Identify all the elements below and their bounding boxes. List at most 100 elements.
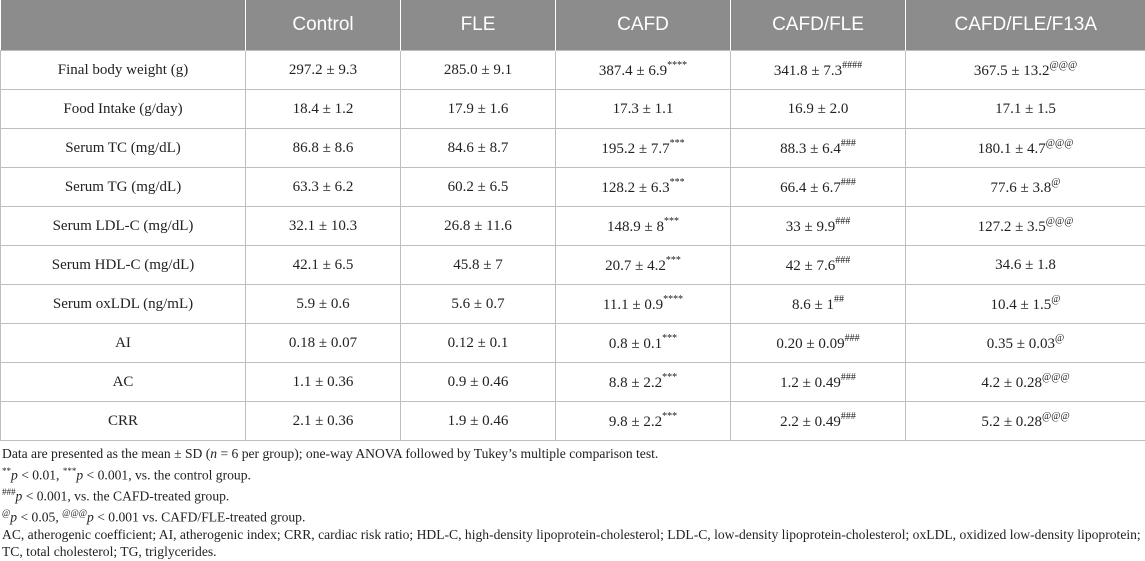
significance-mark: *** (662, 371, 678, 383)
data-cell: 0.12 ± 0.1 (400, 323, 556, 363)
significance-mark: *** (662, 410, 678, 422)
row-label: AI (0, 323, 246, 363)
data-cell: 45.8 ± 7 (400, 245, 556, 285)
cell-value: 45.8 ± 7 (453, 256, 503, 273)
table-row: Final body weight (g) 297.2 ± 9.3 285.0 ± … (0, 50, 1145, 90)
cell-value: 33 ± 9.9 (785, 218, 836, 235)
table-row: Food Intake (g/day) 18.4 ± 1.2 17.9 ± 1.6 1… (0, 89, 1145, 129)
data-cell: 60.2 ± 6.5 (400, 167, 556, 207)
row-label: Serum TG (mg/dL) (0, 167, 246, 207)
row-label: AC (0, 362, 246, 402)
significance-mark: @ (1051, 176, 1061, 188)
cell-value: 17.3 ± 1.1 (612, 100, 674, 117)
row-label: Serum LDL-C (mg/dL) (0, 206, 246, 246)
cell-value: 4.2 ± 0.28 (981, 374, 1043, 391)
significance-mark: ### (840, 410, 856, 422)
data-cell: 88.3 ± 6.4### (730, 128, 906, 168)
cell-value: 2.1 ± 0.36 (292, 412, 354, 429)
cell-value: 9.8 ± 2.2 (608, 413, 663, 430)
data-cell: 297.2 ± 9.3 (245, 50, 401, 90)
row-label: Food Intake (g/day) (0, 89, 246, 129)
table-row: CRR 2.1 ± 0.36 1.9 ± 0.46 9.8 ± 2.2*** 2.2 ±… (0, 401, 1145, 441)
data-cell: 32.1 ± 10.3 (245, 206, 401, 246)
significance-mark: @@@ (1045, 137, 1074, 149)
data-cell: 285.0 ± 9.1 (400, 50, 556, 90)
footnote-abbreviations: AC, atherogenic coefficient; AI, atherog… (2, 526, 1141, 559)
cell-value: 16.9 ± 2.0 (787, 100, 849, 117)
data-cell: 0.35 ± 0.03@ (905, 323, 1145, 363)
header-cell-blank (0, 0, 246, 51)
significance-mark: ### (840, 137, 856, 149)
cell-value: 387.4 ± 6.9 (598, 62, 668, 79)
data-cell: 42.1 ± 6.5 (245, 245, 401, 285)
significance-mark: **** (663, 293, 684, 305)
header-cell: CAFD/FLE (730, 0, 906, 51)
cell-value: 42 ± 7.6 (785, 257, 836, 274)
data-cell: 367.5 ± 13.2@@@ (905, 50, 1145, 90)
significance-mark: @ (1051, 293, 1061, 305)
footnote-data: Data are presented as the mean ± SD (n =… (2, 446, 659, 461)
data-cell: 2.1 ± 0.36 (245, 401, 401, 441)
cell-value: 0.20 ± 0.09 (776, 335, 845, 352)
data-cell: 17.9 ± 1.6 (400, 89, 556, 129)
significance-mark: *** (663, 215, 679, 227)
footnote-cafd: ###p < 0.001, vs. the CAFD-treated group… (2, 487, 230, 504)
cell-value: 5.2 ± 0.28 (981, 413, 1043, 430)
cell-value: 341.8 ± 7.3 (773, 62, 843, 79)
cell-value: 86.8 ± 8.6 (292, 139, 354, 156)
significance-mark: **** (667, 59, 688, 71)
cell-value: 180.1 ± 4.7 (977, 140, 1046, 157)
cell-value: 63.3 ± 6.2 (292, 178, 354, 195)
data-cell: 1.2 ± 0.49### (730, 362, 906, 402)
cell-value: 60.2 ± 6.5 (447, 178, 509, 195)
data-cell: 33 ± 9.9### (730, 206, 906, 246)
data-cell: 17.1 ± 1.5 (905, 89, 1145, 129)
data-cell: 148.9 ± 8*** (555, 206, 731, 246)
data-cell: 86.8 ± 8.6 (245, 128, 401, 168)
row-label: CRR (0, 401, 246, 441)
data-cell: 84.6 ± 8.7 (400, 128, 556, 168)
cell-value: 195.2 ± 7.7 (601, 140, 670, 157)
significance-mark: @ (1055, 332, 1065, 344)
significance-mark: #### (842, 59, 863, 71)
cell-value: 1.2 ± 0.49 (780, 374, 841, 391)
data-cell: 77.6 ± 3.8@ (905, 167, 1145, 207)
cell-value: 42.1 ± 6.5 (292, 256, 354, 273)
data-cell: 127.2 ± 3.5@@@ (905, 206, 1145, 246)
cell-value: 17.9 ± 1.6 (447, 100, 509, 117)
cell-value: 2.2 ± 0.49 (780, 413, 841, 430)
significance-mark: @@@ (1042, 371, 1070, 383)
cell-value: 148.9 ± 8 (607, 218, 664, 235)
data-cell: 66.4 ± 6.7### (730, 167, 906, 207)
data-cell: 2.2 ± 0.49### (730, 401, 906, 441)
table-row: Serum HDL-C (mg/dL) 42.1 ± 6.5 45.8 ± 7 20.… (0, 245, 1145, 285)
significance-mark: @@@ (1049, 59, 1078, 71)
cell-value: 18.4 ± 1.2 (292, 100, 354, 117)
significance-mark: *** (669, 176, 685, 188)
cell-value: 77.6 ± 3.8 (990, 179, 1052, 196)
row-label: Serum HDL-C (mg/dL) (0, 245, 246, 285)
significance-mark: ### (835, 215, 851, 227)
cell-value: 88.3 ± 6.4 (780, 140, 841, 157)
cell-value: 26.8 ± 11.6 (444, 217, 512, 234)
header-cell: FLE (400, 0, 556, 51)
data-cell: 42 ± 7.6### (730, 245, 906, 285)
significance-mark: @@@ (1042, 410, 1070, 422)
data-cell: 0.9 ± 0.46 (400, 362, 556, 402)
cell-value: 8.8 ± 2.2 (608, 374, 663, 391)
cell-value: 285.0 ± 9.1 (443, 61, 513, 78)
data-cell: 341.8 ± 7.3#### (730, 50, 906, 90)
data-cell: 9.8 ± 2.2*** (555, 401, 731, 441)
data-cell: 11.1 ± 0.9**** (555, 284, 731, 324)
data-cell: 0.20 ± 0.09### (730, 323, 906, 363)
data-cell: 16.9 ± 2.0 (730, 89, 906, 129)
significance-mark: ### (840, 371, 856, 383)
row-label: Serum oxLDL (ng/mL) (0, 284, 246, 324)
table-row: Serum oxLDL (ng/mL) 5.9 ± 0.6 5.6 ± 0.7 11.… (0, 284, 1145, 324)
significance-mark: @@@ (1045, 215, 1074, 227)
data-cell: 387.4 ± 6.9**** (555, 50, 731, 90)
data-cell: 10.4 ± 1.5@ (905, 284, 1145, 324)
data-cell: 180.1 ± 4.7@@@ (905, 128, 1145, 168)
table-row: Serum TG (mg/dL) 63.3 ± 6.2 60.2 ± 6.5 128.… (0, 167, 1145, 207)
